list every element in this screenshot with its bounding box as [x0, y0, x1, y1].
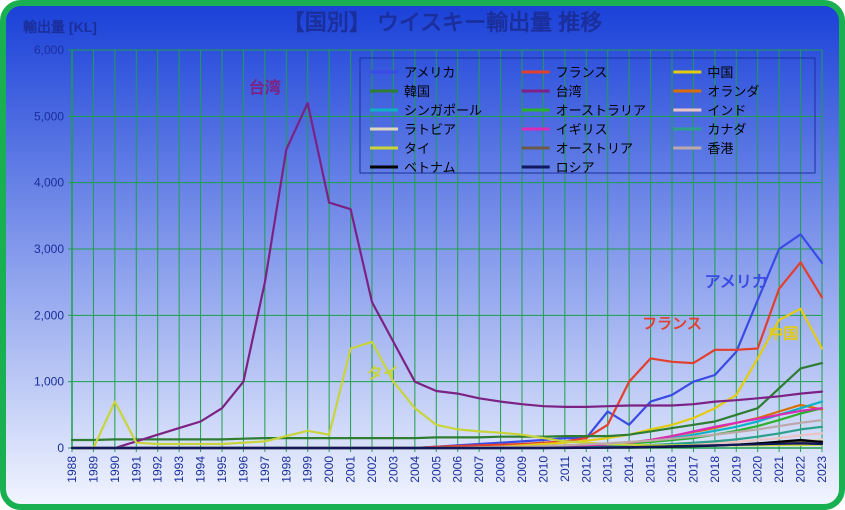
svg-text:2006: 2006: [451, 456, 465, 483]
svg-text:1991: 1991: [129, 456, 143, 483]
svg-text:オランダ: オランダ: [707, 84, 759, 99]
annotation: 台湾: [249, 78, 281, 97]
svg-text:イギリス: イギリス: [556, 122, 608, 137]
chart-container: 0 1,000 2,000 3,000 4,000 5,000 6,000 1988 1989 1…: [0, 0, 845, 510]
svg-text:輸出量 [KL]: 輸出量 [KL]: [23, 19, 97, 35]
svg-text:1996: 1996: [236, 456, 250, 483]
svg-text:ラトビア: ラトビア: [404, 122, 456, 137]
svg-text:2023: 2023: [815, 456, 829, 483]
svg-text:4,000: 4,000: [34, 176, 64, 190]
svg-text:アメリカ: アメリカ: [404, 65, 455, 80]
svg-text:2011: 2011: [558, 456, 572, 482]
svg-text:台湾: 台湾: [556, 84, 582, 99]
svg-text:2005: 2005: [429, 456, 443, 483]
svg-text:韓国: 韓国: [404, 84, 430, 99]
svg-text:1992: 1992: [151, 456, 165, 483]
svg-text:1997: 1997: [258, 456, 272, 483]
svg-text:カナダ: カナダ: [707, 122, 746, 137]
svg-text:2022: 2022: [794, 456, 808, 483]
svg-text:1995: 1995: [215, 456, 229, 483]
svg-text:オーストラリア: オーストラリア: [556, 103, 646, 118]
svg-text:3,000: 3,000: [34, 242, 64, 256]
svg-text:5,000: 5,000: [34, 109, 64, 123]
svg-text:中国: 中国: [707, 65, 733, 80]
svg-text:0: 0: [57, 441, 64, 455]
annotation: アメリカ: [705, 273, 768, 291]
svg-text:2014: 2014: [622, 456, 636, 483]
svg-text:2013: 2013: [601, 456, 615, 483]
svg-text:フランス: フランス: [556, 65, 608, 80]
svg-text:2009: 2009: [515, 456, 529, 483]
svg-text:1989: 1989: [86, 456, 100, 483]
annotation: フランス: [642, 316, 702, 333]
svg-text:1999: 1999: [301, 456, 315, 483]
svg-text:タイ: タイ: [404, 141, 430, 156]
svg-text:2021: 2021: [772, 456, 786, 483]
svg-text:2016: 2016: [665, 456, 679, 483]
svg-text:シンガポール: シンガポール: [404, 103, 482, 118]
svg-text:1990: 1990: [108, 456, 122, 483]
svg-text:2020: 2020: [751, 456, 765, 483]
svg-text:1998: 1998: [279, 456, 293, 483]
svg-text:オーストリア: オーストリア: [556, 141, 633, 156]
svg-text:2000: 2000: [322, 456, 336, 483]
svg-text:香港: 香港: [707, 141, 733, 156]
svg-text:ロシア: ロシア: [556, 160, 595, 175]
svg-text:インド: インド: [707, 103, 746, 118]
svg-text:2008: 2008: [494, 456, 508, 483]
line-chart: 0 1,000 2,000 3,000 4,000 5,000 6,000 1988 1989 1…: [0, 0, 845, 510]
svg-text:【国別】 ウイスキー輸出量 推移: 【国別】 ウイスキー輸出量 推移: [283, 10, 603, 35]
svg-text:2010: 2010: [536, 456, 550, 483]
annotation: 中国: [768, 325, 798, 343]
svg-text:1994: 1994: [194, 456, 208, 483]
annotation: タイ: [367, 364, 399, 382]
svg-text:2003: 2003: [386, 456, 400, 483]
svg-text:2002: 2002: [365, 456, 379, 483]
svg-text:2017: 2017: [686, 456, 700, 483]
svg-text:2015: 2015: [644, 456, 658, 483]
svg-text:2018: 2018: [708, 456, 722, 483]
svg-text:6,000: 6,000: [34, 43, 64, 57]
svg-text:2004: 2004: [408, 456, 422, 483]
svg-text:2019: 2019: [729, 456, 743, 483]
svg-text:1,000: 1,000: [34, 375, 64, 389]
svg-text:2001: 2001: [344, 456, 358, 483]
svg-text:2,000: 2,000: [34, 308, 64, 322]
svg-text:2007: 2007: [472, 456, 486, 483]
svg-text:1993: 1993: [172, 456, 186, 483]
svg-text:1988: 1988: [65, 456, 79, 483]
svg-text:2012: 2012: [579, 456, 593, 483]
svg-text:ベトナム: ベトナム: [404, 160, 456, 175]
